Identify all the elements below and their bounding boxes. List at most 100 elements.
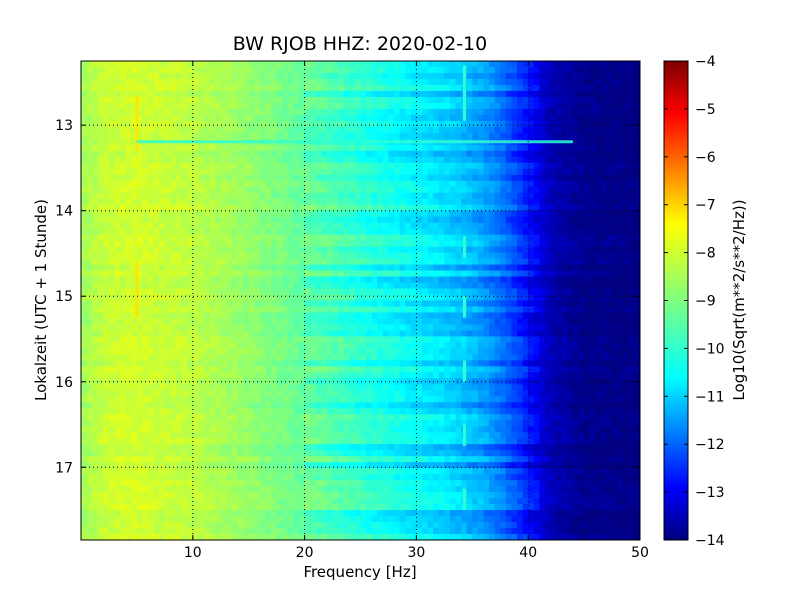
heatmap-cell xyxy=(634,162,640,170)
heatmap-cell xyxy=(371,180,378,188)
heatmap-cell xyxy=(421,312,429,320)
heatmap-cell xyxy=(259,336,267,344)
heatmap-cell xyxy=(377,252,384,260)
heatmap-cell xyxy=(304,114,311,122)
heatmap-cell xyxy=(231,336,239,344)
heatmap-cell xyxy=(108,288,116,296)
heatmap-cell xyxy=(131,138,138,146)
heatmap-cell xyxy=(449,66,457,74)
heatmap-cell xyxy=(237,150,244,158)
heatmap-cell xyxy=(433,192,440,200)
heatmap-cell xyxy=(198,162,205,170)
heatmap-cell xyxy=(410,228,417,236)
heatmap-cell xyxy=(556,168,563,176)
heatmap-cell xyxy=(416,312,423,320)
heatmap-cell xyxy=(360,288,367,296)
heatmap-cell xyxy=(544,108,552,116)
heatmap-cell xyxy=(377,84,384,92)
heatmap-cell xyxy=(176,348,183,355)
heatmap-cell xyxy=(192,312,199,320)
heatmap-cell xyxy=(125,192,132,200)
heatmap-cell xyxy=(405,300,412,308)
heatmap-cell xyxy=(606,300,613,308)
heatmap-cell xyxy=(248,228,255,236)
heatmap-cell xyxy=(332,246,339,254)
heatmap-cell xyxy=(276,258,283,266)
heatmap-cell xyxy=(371,84,378,92)
heatmap-cell xyxy=(461,222,468,230)
heatmap-cell xyxy=(612,210,619,218)
heatmap-cell xyxy=(148,342,155,349)
heatmap-cell xyxy=(382,132,390,140)
heatmap-cell xyxy=(505,240,513,248)
heatmap-cell xyxy=(438,282,445,290)
heatmap-cell xyxy=(293,306,300,314)
heatmap-cell xyxy=(388,348,395,355)
heatmap-cell xyxy=(466,108,473,116)
heatmap-cell xyxy=(125,294,132,302)
heatmap-cell xyxy=(511,120,518,128)
heatmap-cell xyxy=(505,282,513,290)
heatmap-cell xyxy=(338,162,345,170)
heatmap-cell xyxy=(203,318,211,326)
heatmap-cell xyxy=(81,306,88,314)
heatmap-cell xyxy=(354,282,362,290)
heatmap-cell xyxy=(198,120,205,128)
heatmap-cell xyxy=(500,174,507,182)
heatmap-cell xyxy=(254,96,261,104)
heatmap-cell xyxy=(293,120,300,128)
heatmap-cell xyxy=(226,174,233,182)
heatmap-cell xyxy=(125,168,132,176)
heatmap-cell xyxy=(343,306,350,314)
heatmap-cell xyxy=(500,300,507,308)
heatmap-cell xyxy=(511,264,518,272)
heatmap-cell xyxy=(612,126,619,134)
heatmap-cell xyxy=(159,342,166,349)
heatmap-cell xyxy=(287,288,295,296)
heatmap-cell xyxy=(293,198,300,206)
heatmap-cell xyxy=(97,240,104,248)
heatmap-cell xyxy=(455,210,462,218)
heatmap-cell xyxy=(108,84,116,92)
heatmap-cell xyxy=(164,348,172,355)
heatmap-cell xyxy=(472,90,479,98)
heatmap-cell xyxy=(276,312,283,320)
heatmap-cell xyxy=(108,276,116,284)
heatmap-cell xyxy=(203,240,211,248)
heatmap-cell xyxy=(634,66,640,74)
heatmap-cell xyxy=(572,72,580,80)
heatmap-cell xyxy=(304,240,311,248)
heatmap-cell xyxy=(544,96,552,104)
heatmap-cell xyxy=(81,216,88,224)
heatmap-cell xyxy=(254,192,261,200)
heatmap-cell xyxy=(282,120,289,128)
heatmap-cell xyxy=(220,258,227,266)
heatmap-cell xyxy=(198,78,205,86)
heatmap-cell xyxy=(114,144,121,152)
heatmap-cell xyxy=(617,150,624,158)
heatmap-cell xyxy=(299,174,306,182)
heatmap-cell xyxy=(349,300,356,308)
heatmap-cell xyxy=(449,240,457,248)
heatmap-cell xyxy=(360,90,367,98)
heatmap-cell xyxy=(92,336,99,344)
heatmap-cell xyxy=(444,264,451,272)
heatmap-cell xyxy=(377,348,384,355)
heatmap-cell xyxy=(220,198,227,206)
heatmap-cell xyxy=(595,234,602,242)
heatmap-cell xyxy=(433,126,440,134)
heatmap-cell xyxy=(623,282,630,290)
heatmap-cell xyxy=(433,108,440,116)
heatmap-cell xyxy=(170,246,177,254)
heatmap-cell xyxy=(159,96,166,104)
heatmap-cell xyxy=(310,240,317,248)
heatmap-cell xyxy=(81,348,88,355)
heatmap-cell xyxy=(612,240,619,248)
heatmap-cell xyxy=(181,264,188,272)
heatmap-cell xyxy=(600,108,608,116)
heatmap-cell xyxy=(377,162,384,170)
heatmap-cell xyxy=(315,228,322,236)
heatmap-cell xyxy=(170,282,177,290)
heatmap-cell xyxy=(595,120,602,128)
heatmap-cell xyxy=(164,168,172,176)
